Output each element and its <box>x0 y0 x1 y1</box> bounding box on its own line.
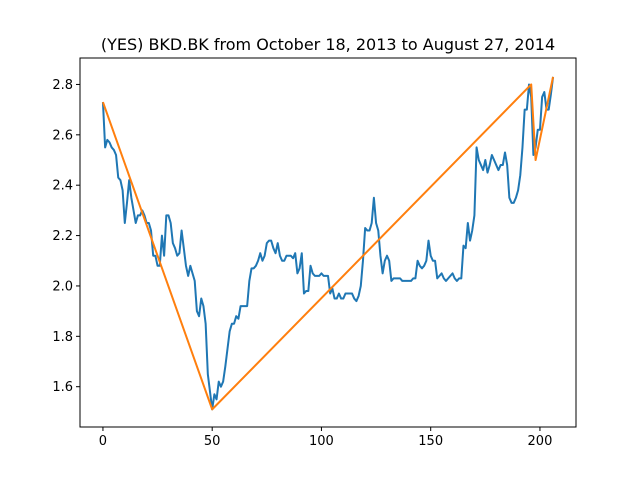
y-tick-label: 1.8 <box>52 330 73 345</box>
y-tick-label: 2.2 <box>52 229 73 244</box>
y-tick-label: 2.4 <box>52 179 73 194</box>
series-line-0 <box>101 76 555 411</box>
y-tick-label: 2.8 <box>52 78 73 93</box>
y-tick-label: 2.6 <box>52 128 73 143</box>
y-tick-label: 2.0 <box>52 279 73 294</box>
x-tick-label: 50 <box>204 434 221 449</box>
x-tick-label: 200 <box>528 434 553 449</box>
plot-frame <box>79 57 577 428</box>
y-tick-label: 1.6 <box>52 380 73 395</box>
x-axis: 0 50 100 150 200 <box>99 427 553 449</box>
x-tick-label: 150 <box>418 434 443 449</box>
x-tick-label: 0 <box>99 434 107 449</box>
series-line-1 <box>101 76 555 411</box>
x-tick-label: 100 <box>309 434 334 449</box>
y-axis: 1.6 1.8 2.0 2.2 2.4 2.6 2.8 <box>52 78 80 395</box>
series-layer <box>101 76 555 411</box>
chart-title: (YES) BKD.BK from October 18, 2013 to Au… <box>101 35 555 54</box>
